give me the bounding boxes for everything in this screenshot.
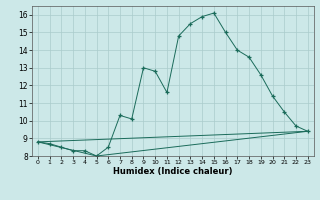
X-axis label: Humidex (Indice chaleur): Humidex (Indice chaleur)	[113, 167, 233, 176]
